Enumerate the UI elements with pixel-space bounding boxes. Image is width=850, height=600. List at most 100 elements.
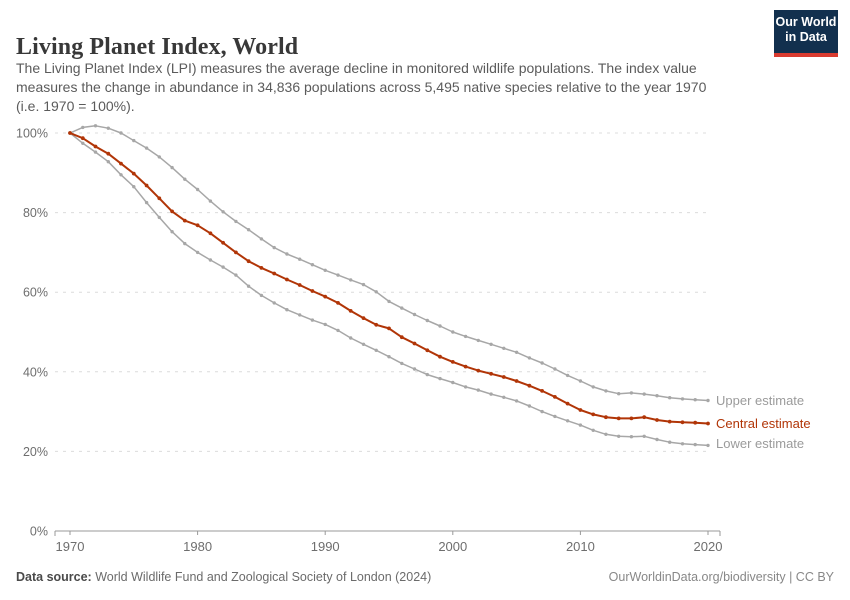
data-source-note: Data source: World Wildlife Fund and Zoo… [16,570,431,584]
central-estimate-point-1971 [80,136,85,141]
lower-estimate-point-1978 [170,230,174,234]
x-tick-label-1980: 1980 [183,539,212,554]
lower-estimate-point-2012 [604,432,608,436]
upper-estimate-point-2017 [668,396,672,400]
central-estimate-point-1982 [221,240,226,245]
subtitle-line-1: The Living Planet Index (LPI) measures t… [16,60,697,76]
central-estimate-point-1998 [425,348,430,353]
central-estimate-point-2015 [642,415,647,420]
central-estimate-point-2011 [591,412,596,417]
upper-estimate-point-2016 [655,394,659,398]
central-estimate-point-2018 [680,420,685,425]
upper-estimate-point-1974 [119,131,123,135]
lower-estimate-point-2014 [629,435,634,439]
central-estimate-point-1991 [336,301,340,305]
central-estimate-line [69,132,709,425]
upper-estimate-point-1975 [132,138,136,143]
central-estimate-point-1973 [106,151,111,156]
owid-citation-link[interactable]: OurWorldinData.org/biodiversity | CC BY [608,570,834,584]
upper-estimate-point-1978 [170,165,174,170]
lower-estimate-point-2018 [680,442,685,446]
upper-estimate-line [69,125,709,402]
lower-estimate-point-1998 [425,372,429,377]
central-estimate-point-1979 [182,218,187,223]
lower-estimate-point-2016 [655,437,659,442]
legend-item-central-estimate[interactable]: Central estimate [716,416,811,431]
legend-item-upper-estimate[interactable]: Upper estimate [716,393,805,408]
lower-estimate-point-1986 [272,301,276,305]
lower-estimate-point-1987 [285,308,289,312]
lower-estimate-point-1999 [438,376,442,381]
upper-estimate-point-2019 [693,398,697,402]
lower-estimate-point-1990 [323,322,327,327]
lower-estimate-point-1989 [310,318,315,322]
lower-estimate-point-1980 [195,250,200,255]
central-estimate-point-2006 [527,383,532,388]
data-source-text: World Wildlife Fund and Zoological Socie… [91,570,432,584]
lower-estimate-point-2002 [476,388,480,392]
upper-estimate-point-1977 [157,155,161,159]
upper-estimate-point-1985 [259,237,264,241]
upper-estimate-point-2018 [680,397,685,401]
y-tick-label-0: 0% [30,525,48,539]
central-estimate-point-1970 [68,131,72,135]
upper-estimate-point-2012 [604,389,608,393]
lower-estimate-point-2015 [642,434,646,438]
upper-estimate-point-1971 [81,125,85,130]
central-estimate-point-2019 [693,420,698,425]
upper-estimate-point-2006 [527,356,532,360]
lower-estimate-point-1983 [234,273,238,277]
upper-estimate-point-1994 [374,290,378,294]
upper-estimate-point-2001 [463,334,468,339]
central-estimate-point-2020 [706,421,710,426]
central-estimate-point-2012 [604,415,608,420]
central-estimate-point-1988 [297,283,302,287]
lower-estimate-point-1976 [144,200,149,205]
central-estimate-point-1986 [272,271,277,276]
lower-estimate-point-1975 [132,185,136,189]
upper-estimate-point-2002 [476,338,480,343]
upper-estimate-point-2007 [540,361,544,365]
lower-estimate-point-1996 [400,361,404,366]
lower-estimate-point-2000 [451,380,455,385]
subtitle-line-3: (i.e. 1970 = 100%). [16,98,135,114]
upper-estimate-point-1997 [412,312,417,317]
central-estimate-point-1990 [323,294,328,299]
upper-estimate-point-1980 [195,187,200,192]
central-estimate-point-1985 [259,266,264,270]
central-estimate-point-2017 [667,419,672,424]
lower-estimate-line [69,132,709,447]
lower-estimate-point-2013 [617,434,621,438]
central-estimate-point-1997 [412,341,417,346]
lower-estimate-point-1991 [336,328,340,333]
central-estimate-point-1984 [246,259,251,264]
legend-item-lower-estimate[interactable]: Lower estimate [716,436,805,451]
central-estimate-point-1974 [119,161,123,166]
lower-estimate-point-1992 [349,336,353,340]
upper-estimate-point-1972 [93,124,98,128]
lower-estimate-point-2011 [591,428,595,432]
upper-estimate-point-1990 [323,268,327,272]
upper-estimate-point-1986 [272,245,276,250]
x-tick-label-2000: 2000 [438,539,467,554]
x-tick-label-1970: 1970 [56,539,85,554]
owid-logo[interactable]: Our World in Data [774,10,838,57]
x-tick-label-1990: 1990 [311,539,340,554]
lower-estimate-point-2020 [706,443,710,448]
upper-estimate-point-2011 [591,385,595,389]
lower-estimate-point-1973 [106,160,111,164]
central-estimate-point-2004 [501,375,506,379]
upper-estimate-point-1999 [438,324,442,328]
data-source-label: Data source: [16,570,92,584]
lower-estimate-point-2006 [527,404,532,408]
central-estimate-point-1996 [399,335,404,340]
upper-estimate-point-2004 [502,346,506,350]
upper-estimate-point-1988 [298,257,302,261]
lower-estimate-point-1971 [81,141,85,145]
upper-estimate-point-1982 [221,210,225,214]
central-estimate-point-1972 [93,144,98,149]
upper-estimate-point-1976 [144,146,149,150]
lower-estimate-point-1972 [93,150,98,154]
central-estimate-point-1993 [361,316,366,320]
central-estimate-point-1975 [131,171,136,176]
